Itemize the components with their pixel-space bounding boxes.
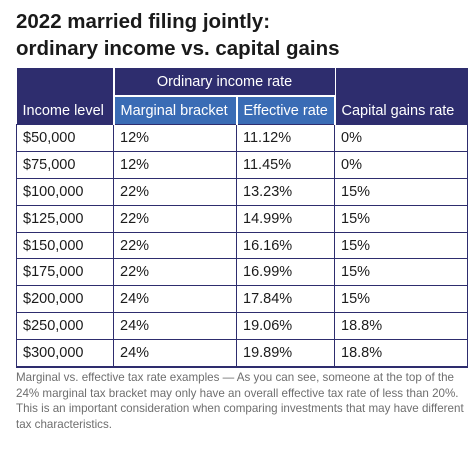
table-caption: Marginal vs. effective tax rate examples…	[16, 371, 464, 431]
cell-capital-gains-rate: 18.8%	[334, 339, 469, 369]
cell-capital-gains-rate: 15%	[334, 231, 469, 260]
table-body: $50,000 12% 11.12% 0% $75,000 12% 11.45%…	[16, 124, 469, 369]
cell-income-level: $200,000	[16, 285, 114, 314]
cell-capital-gains-rate: 0%	[334, 150, 469, 179]
cell-marginal-bracket: 22%	[113, 231, 237, 260]
header-row-group: Income level Ordinary income rate Capita…	[16, 68, 468, 125]
table-row: $150,000 22% 16.16% 15%	[16, 231, 469, 260]
table-header: Income level Ordinary income rate Capita…	[16, 68, 468, 125]
cell-marginal-bracket: 12%	[113, 124, 237, 152]
cell-capital-gains-rate: 15%	[334, 204, 469, 233]
col-header-capital-gains-rate: Capital gains rate	[334, 68, 468, 125]
cell-effective-rate: 11.12%	[235, 124, 336, 152]
col-header-income-level: Income level	[16, 68, 115, 125]
cell-income-level: $75,000	[16, 150, 114, 179]
cell-effective-rate: 16.16%	[235, 231, 336, 260]
cell-capital-gains-rate: 0%	[334, 124, 469, 152]
cell-income-level: $150,000	[16, 231, 114, 260]
group-header-ordinary-income-rate: Ordinary income rate	[113, 68, 335, 97]
cell-income-level: $250,000	[16, 312, 114, 341]
col-header-marginal-bracket: Marginal bracket	[113, 96, 238, 125]
cell-income-level: $50,000	[16, 124, 114, 152]
table-row: $175,000 22% 16.99% 15%	[16, 258, 469, 287]
tax-rate-table: Income level Ordinary income rate Capita…	[16, 68, 469, 369]
cell-marginal-bracket: 22%	[113, 177, 237, 206]
cell-marginal-bracket: 22%	[113, 204, 237, 233]
header-row-sub: Marginal bracket Effective rate	[17, 96, 468, 125]
cell-income-level: $125,000	[16, 204, 114, 233]
cell-effective-rate: 17.84%	[235, 285, 336, 314]
title-line-1: 2022 married filing jointly:	[16, 10, 271, 33]
cell-marginal-bracket: 22%	[113, 258, 237, 287]
table-row: $50,000 12% 11.12% 0%	[16, 124, 469, 152]
cell-capital-gains-rate: 15%	[334, 285, 469, 314]
cell-income-level: $175,000	[16, 258, 114, 287]
cell-effective-rate: 16.99%	[235, 258, 336, 287]
table-row: $250,000 24% 19.06% 18.8%	[16, 312, 469, 341]
cell-capital-gains-rate: 15%	[334, 258, 469, 287]
cell-marginal-bracket: 24%	[113, 312, 237, 341]
table-row: $125,000 22% 14.99% 15%	[16, 204, 469, 233]
table-row: $75,000 12% 11.45% 0%	[16, 150, 469, 179]
cell-effective-rate: 11.45%	[235, 150, 336, 179]
cell-effective-rate: 19.06%	[235, 312, 336, 341]
cell-effective-rate: 14.99%	[235, 204, 336, 233]
cell-marginal-bracket: 24%	[113, 285, 237, 314]
cell-income-level: $100,000	[16, 177, 114, 206]
title-line-2: ordinary income vs. capital gains	[16, 37, 340, 60]
col-header-effective-rate: Effective rate	[236, 96, 336, 125]
table-row: $200,000 24% 17.84% 15%	[16, 285, 469, 314]
cell-effective-rate: 13.23%	[235, 177, 336, 206]
cell-marginal-bracket: 24%	[113, 339, 237, 369]
cell-marginal-bracket: 12%	[113, 150, 237, 179]
cell-capital-gains-rate: 18.8%	[334, 312, 469, 341]
cell-income-level: $300,000	[16, 339, 114, 369]
cell-capital-gains-rate: 15%	[334, 177, 469, 206]
table-row: $300,000 24% 19.89% 18.8%	[16, 339, 469, 369]
cell-effective-rate: 19.89%	[235, 339, 336, 369]
table-row: $100,000 22% 13.23% 15%	[16, 177, 469, 206]
page-title: 2022 married filing jointly: ordinary in…	[16, 8, 466, 62]
